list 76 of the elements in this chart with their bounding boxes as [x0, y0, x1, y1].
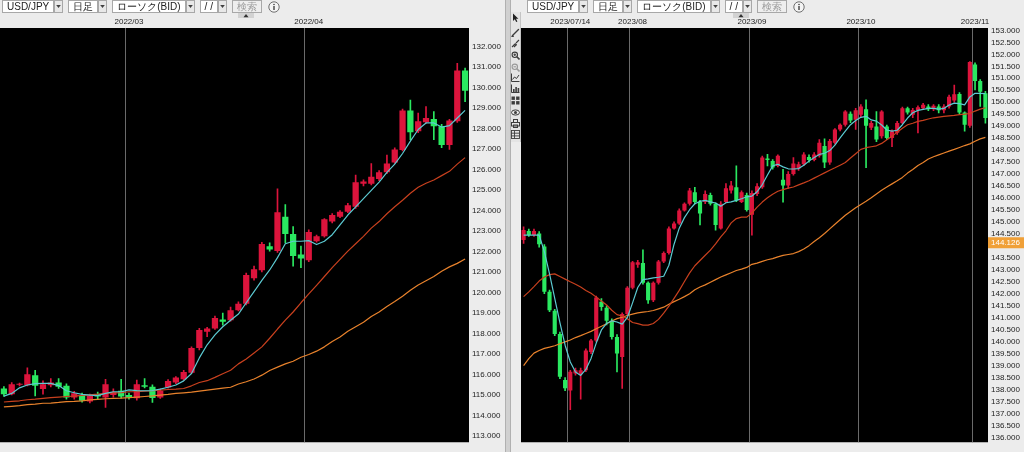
y-tick-label: 153.000: [991, 25, 1021, 35]
y-tick-label: 129.000: [472, 103, 502, 113]
button: 検索: [756, 0, 787, 13]
y-tick-label: 145.500: [991, 205, 1021, 215]
y-tick-label: 141.500: [991, 300, 1021, 310]
candlestick: [780, 168, 786, 203]
select-box: USD/JPY: [527, 0, 580, 13]
x-tick-label: 2022/04: [294, 17, 324, 27]
y-tick-label: 113.000: [472, 431, 501, 441]
y-tick-label: 148.500: [991, 133, 1021, 143]
y-tick-label: 147.000: [991, 169, 1021, 179]
select-box: 日足: [68, 0, 99, 13]
y-tick-label: 139.000: [991, 360, 1021, 370]
y-tick-label: 151.000: [991, 73, 1021, 83]
y-tick-label: 148.000: [991, 145, 1021, 155]
y-tick-label: 123.000: [472, 226, 502, 236]
x-tick-label: 2022/03: [114, 17, 144, 27]
y-tick-label: 122.000: [472, 246, 502, 256]
y-tick-label: 137.000: [991, 408, 1021, 418]
y-tick-label: 146.000: [991, 193, 1021, 203]
chart-title: USD/JPY: [7, 1, 50, 12]
y-tick-label: 115.000: [472, 390, 501, 400]
x-tick-label: 2023/09: [737, 17, 767, 27]
y-tick-label: 125.000: [472, 185, 502, 195]
select-box: 日足: [593, 0, 624, 13]
y-tick-label: 118.000: [472, 328, 501, 338]
y-tick-label: 145.000: [991, 217, 1021, 227]
y-tick-label: 143.500: [991, 253, 1021, 263]
y-tick-label: 147.500: [991, 157, 1021, 167]
y-tick-label: 150.000: [991, 97, 1021, 107]
chart-title: USD/JPY: [532, 1, 575, 12]
y-tick-label: 143.000: [991, 265, 1021, 275]
y-tick-label: 120.000: [472, 287, 502, 297]
y-tick-label: 131.000: [472, 62, 502, 72]
y-tick-label: 142.500: [991, 276, 1021, 286]
y-tick-label: 138.500: [991, 372, 1021, 382]
x-tick-label: 2023/08: [618, 17, 648, 27]
y-tick-label: 146.500: [991, 181, 1021, 191]
y-tick-label: 136.000: [991, 432, 1021, 442]
x-tick-label: 2023/11: [960, 17, 990, 27]
y-tick-label: 152.000: [991, 49, 1021, 59]
candlestick: [297, 245, 305, 269]
y-tick-label: 139.500: [991, 348, 1021, 358]
x-tick-label: 2023/10: [846, 17, 876, 27]
y-tick-label: 119.000: [472, 308, 501, 318]
annotation: 144.126: [991, 238, 1021, 248]
y-tick-label: 144.500: [991, 229, 1021, 239]
select-box: ローソク(BID): [637, 0, 711, 13]
y-tick-label: 126.000: [472, 164, 502, 174]
y-tick-label: 121.000: [472, 267, 502, 277]
button: 検索: [231, 0, 262, 13]
y-tick-label: 149.000: [991, 121, 1021, 131]
y-tick-label: 124.000: [472, 205, 502, 215]
x-tick-label: 2023/07/14: [550, 17, 591, 27]
y-tick-label: 136.500: [991, 420, 1021, 430]
y-tick-label: 128.000: [472, 123, 502, 133]
y-tick-label: 152.500: [991, 37, 1021, 47]
select-box: / /: [199, 0, 218, 13]
y-tick-label: 140.500: [991, 324, 1021, 334]
y-tick-label: 114.000: [472, 410, 501, 420]
select-box: / /: [724, 0, 743, 13]
y-tick-label: 150.500: [991, 85, 1021, 95]
y-tick-label: 130.000: [472, 82, 502, 92]
y-tick-label: 117.000: [472, 349, 501, 359]
y-tick-label: 142.000: [991, 288, 1021, 298]
y-tick-label: 140.000: [991, 336, 1021, 346]
y-tick-label: 138.000: [991, 384, 1021, 394]
y-tick-label: 132.000: [472, 41, 502, 51]
y-tick-label: 137.500: [991, 396, 1021, 406]
select-box: USD/JPY: [2, 0, 55, 13]
y-tick-label: 149.500: [991, 109, 1021, 119]
y-tick-label: 141.000: [991, 312, 1021, 322]
select-box: ローソク(BID): [112, 0, 186, 13]
y-tick-label: 127.000: [472, 144, 502, 154]
y-tick-label: 116.000: [472, 369, 501, 379]
y-tick-label: 151.500: [991, 61, 1021, 71]
